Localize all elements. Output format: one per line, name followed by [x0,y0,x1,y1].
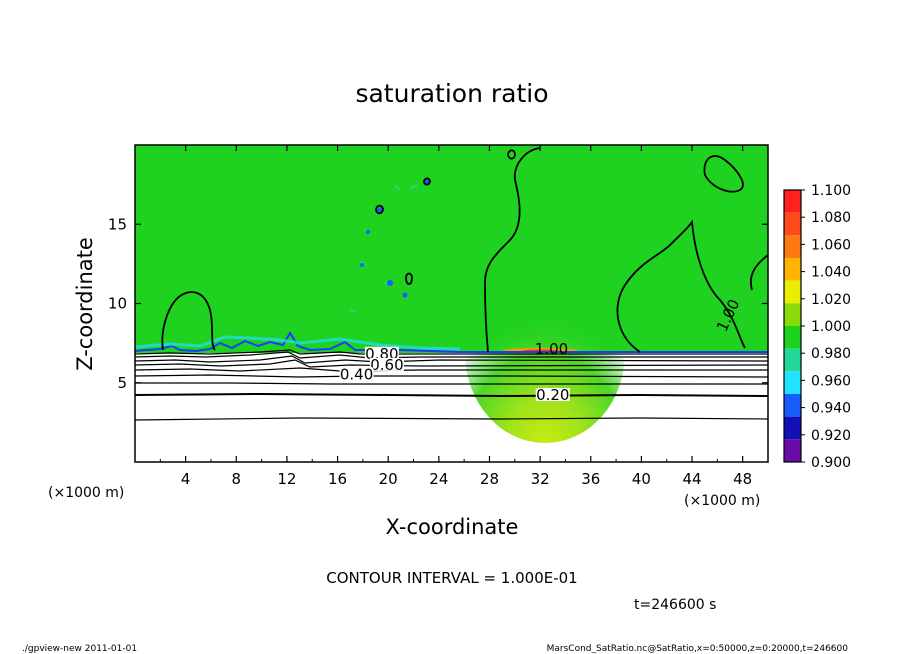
contour-label-text: 0.60 [370,356,403,374]
footer-left: ./gpview-new 2011-01-01 [22,644,137,654]
x-tick-label: 48 [733,470,752,488]
y-tick-label: 5 [117,374,127,392]
contour-line-small-b [375,204,384,215]
colorbar-swatch [784,212,801,236]
colorbar-label: 0.980 [811,346,851,362]
colorbar-swatch [784,235,801,258]
contour-line-plume-center [484,147,541,353]
contour-labels: 1.001.000.800.600.400.20 [339,296,743,404]
cloud-boundary-cyan [135,335,461,351]
x-tick-label: 44 [682,470,701,488]
colorbar-label: 1.020 [811,292,851,308]
x-axis-ticks: 4 8 12 16 20 24 28 32 36 40 44 48 [159,145,752,488]
colorbar-swatch [784,439,801,462]
contour-line-small-a [507,149,516,160]
contour-label-text: 0.40 [340,365,373,383]
colorbar-label: 1.000 [811,319,851,335]
colorbar-swatch [784,416,801,440]
contour-line-plume-right [616,219,746,353]
colorbar-swatch [784,303,801,326]
x-tick-label: 4 [181,470,191,488]
colorbar-label: 1.060 [811,237,851,253]
colorbar-label: 0.940 [811,401,851,417]
x-axis-label: X-coordinate [386,515,519,539]
contour-line-top-right [703,155,744,193]
time-label: t=246600 s [634,597,716,613]
colorbar-swatch [784,394,801,417]
x-tick-label: 32 [531,470,550,488]
contour-label-text: 0.20 [536,386,569,404]
subsaturated-field [135,353,768,462]
y-axis-label: Z-coordinate [73,237,97,371]
contour-line-small-c [423,177,431,186]
colorbar-swatch [784,280,801,304]
x-tick-label: 12 [277,470,296,488]
x-tick-label: 24 [429,470,448,488]
colorbar-swatch [784,348,801,372]
supersaturation-field [135,145,768,353]
x-tick-label: 36 [581,470,600,488]
contour-label: 0.20 [535,386,570,404]
contour-line-far-right [750,254,768,291]
colorbar-label: 1.080 [811,210,851,226]
chart-title: saturation ratio [355,79,548,108]
contour-line-small-d [405,272,413,285]
x-tick-label: 8 [232,470,242,488]
colorbar-swatch [784,371,801,394]
y-axis-ticks: 5 10 15 [108,215,768,392]
contour-label-bg [535,388,570,402]
contour-label-text: 1.00 [535,340,568,358]
colorbar-label: 1.040 [811,265,851,281]
y-tick-label: 15 [108,215,127,233]
contour-label-bg [339,367,374,381]
colorbar-swatch [784,326,801,349]
plot-area [135,145,768,462]
colorbar-swatch [784,190,801,213]
colorbar-label: 0.900 [811,455,851,471]
footer-right: MarsCond_SatRatio.nc@SatRatio,x=0:50000,… [547,644,849,654]
colorbar-label: 0.960 [811,373,851,389]
x-unit-right: (×1000 m) [684,493,760,509]
contour-label: 0.40 [339,365,374,383]
x-unit-left: (×1000 m) [48,485,124,501]
colorbar-swatch [784,258,801,281]
x-tick-label: 28 [480,470,499,488]
colorbar-label: 0.920 [811,428,851,444]
colorbar: 1.100 1.080 1.060 1.040 1.020 1.000 0.980 0.960… [783,183,851,471]
contour-label: 0.60 [369,356,404,374]
contour-line-plume-left [161,291,216,351]
y-tick-label: 10 [108,295,127,313]
contour-interval: CONTOUR INTERVAL = 1.000E-01 [326,569,577,587]
contour-label-bg [369,357,404,371]
x-tick-label: 40 [632,470,651,488]
contour-label: 1.00 [535,340,568,358]
contour-label-bg [364,346,399,360]
colorbar-label: 1.100 [811,183,851,199]
x-tick-label: 16 [328,470,347,488]
contour-lines [161,147,768,353]
x-tick-label: 20 [379,470,398,488]
